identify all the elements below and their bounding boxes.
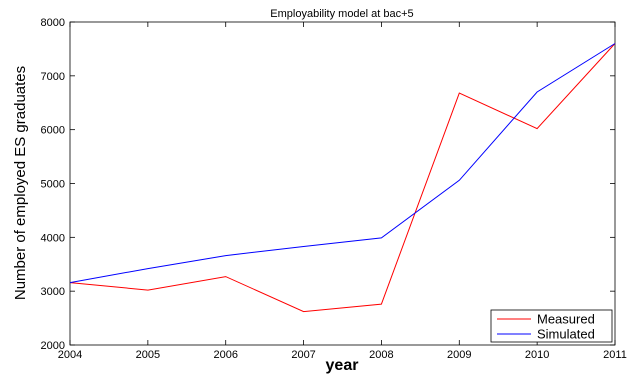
x-tick-label: 2007 (291, 349, 315, 361)
chart-title: Employability model at bac+5 (270, 8, 413, 20)
x-tick-label: 2005 (136, 349, 160, 361)
legend-label-simulated: Simulated (537, 327, 595, 342)
series-lines (69, 43, 616, 313)
y-tick-label: 5000 (41, 179, 65, 191)
series-line-simulated (69, 43, 616, 284)
plot-area (69, 21, 616, 346)
x-axis: 2004 2005 2006 2007 2008 2009 2010 2011 (58, 22, 627, 361)
x-tick-label: 2008 (369, 349, 393, 361)
series-line-measured (69, 43, 616, 313)
y-tick-label: 3000 (41, 286, 65, 298)
x-tick-label: 2004 (58, 349, 82, 361)
y-tick-label: 7000 (41, 71, 65, 83)
legend-label-measured: Measured (537, 312, 595, 327)
x-tick-label: 2006 (213, 349, 237, 361)
x-tick-label: 2009 (447, 349, 471, 361)
x-tick-label: 2010 (525, 349, 549, 361)
y-tick-label: 4000 (41, 232, 65, 244)
y-tick-label: 2000 (41, 340, 65, 352)
y-tick-label: 8000 (41, 17, 65, 29)
y-axis-label: Number of employed ES graduates (12, 66, 29, 300)
x-tick-label: 2011 (603, 349, 627, 361)
legend-box (490, 309, 613, 343)
y-axis: 2000 3000 4000 5000 6000 7000 8000 (41, 17, 615, 352)
y-tick-label: 6000 (41, 125, 65, 137)
x-axis-label: year (326, 357, 359, 374)
